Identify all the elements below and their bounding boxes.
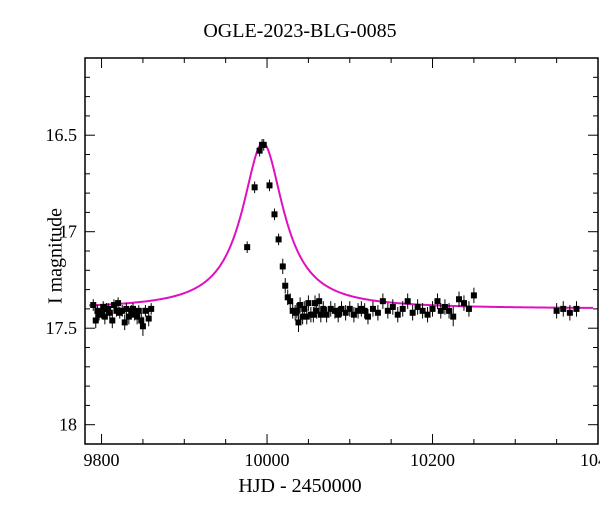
data-point	[425, 312, 430, 317]
plot-frame	[85, 58, 598, 444]
data-point	[317, 299, 322, 304]
data-point	[306, 301, 311, 306]
data-point	[415, 304, 420, 309]
y-tick-label: 16.5	[46, 125, 78, 145]
data-point	[102, 314, 107, 319]
data-point	[430, 306, 435, 311]
data-point	[435, 299, 440, 304]
data-point	[461, 301, 466, 306]
data-point	[390, 304, 395, 309]
data-point	[471, 293, 476, 298]
x-tick-label: 10000	[245, 450, 290, 470]
data-point	[561, 306, 566, 311]
data-point	[400, 306, 405, 311]
x-tick-label: 10200	[410, 450, 455, 470]
data-point	[283, 283, 288, 288]
data-point	[296, 320, 301, 325]
data-point	[318, 312, 323, 317]
data-point	[257, 148, 262, 153]
data-point	[116, 301, 121, 306]
data-point	[375, 310, 380, 315]
y-tick-label: 18	[59, 415, 77, 435]
data-point	[146, 316, 151, 321]
data-point	[456, 297, 461, 302]
data-point	[126, 314, 131, 319]
data-point	[294, 308, 299, 313]
y-tick-label: 17.5	[46, 318, 78, 338]
data-point	[302, 306, 307, 311]
data-point	[124, 306, 129, 311]
data-point	[280, 264, 285, 269]
data-point	[362, 308, 367, 313]
data-point	[451, 314, 456, 319]
data-point	[136, 308, 141, 313]
data-point	[336, 312, 341, 317]
data-point	[385, 308, 390, 313]
data-point	[370, 306, 375, 311]
data-point	[380, 299, 385, 304]
data-point	[93, 318, 98, 323]
chart-container: OGLE-2023-BLG-0085 I magnitude HJD - 245…	[0, 0, 600, 512]
data-point	[567, 310, 572, 315]
data-point	[324, 312, 329, 317]
data-point	[405, 299, 410, 304]
data-point	[91, 303, 96, 308]
data-point	[395, 312, 400, 317]
data-point	[276, 237, 281, 242]
data-point	[149, 306, 154, 311]
y-tick-label: 17	[59, 222, 77, 242]
data-point	[574, 306, 579, 311]
data-point	[365, 314, 370, 319]
data-point	[321, 306, 326, 311]
data-point	[261, 142, 266, 147]
model-curve	[89, 143, 593, 308]
data-point	[252, 185, 257, 190]
data-point	[466, 306, 471, 311]
plot-svg: 9800 10000 10200 1040 16.5 17 17.5 18	[0, 0, 600, 512]
data-point	[554, 308, 559, 313]
data-point	[267, 183, 272, 188]
data-point	[107, 310, 112, 315]
data-point	[410, 310, 415, 315]
data-point	[347, 306, 352, 311]
data-point	[272, 212, 277, 217]
x-tick-label: 9800	[84, 450, 120, 470]
data-point	[143, 308, 148, 313]
data-point	[447, 308, 452, 313]
data-point	[140, 324, 145, 329]
data-point	[245, 245, 250, 250]
data-point	[420, 308, 425, 313]
data-point	[288, 299, 293, 304]
x-tick-label: 1040	[580, 450, 600, 470]
data-point	[122, 320, 127, 325]
data-point	[110, 318, 115, 323]
